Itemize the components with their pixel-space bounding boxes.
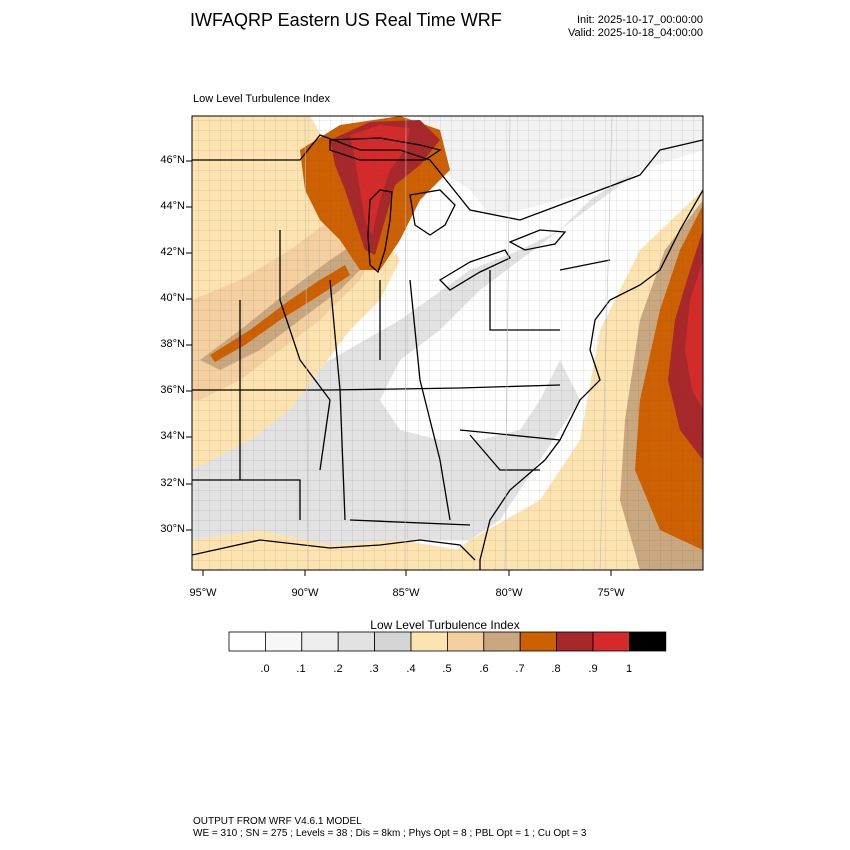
lat-label-32: 32°N	[160, 477, 185, 489]
map-field	[192, 116, 703, 570]
lon-label-75: 75°W	[597, 587, 625, 599]
lat-label-34: 34°N	[160, 430, 185, 442]
colorbar-tick-9: .9	[588, 663, 598, 675]
colorbar-box-0	[228, 631, 266, 652]
colorbar-box-9	[556, 631, 594, 652]
colorbar-tick-5: .5	[442, 663, 452, 675]
colorbar-box-1	[264, 631, 303, 652]
colorbar-box-7	[483, 631, 521, 652]
lat-label-30: 30°N	[160, 523, 185, 535]
colorbar-tick-7: .7	[515, 663, 525, 675]
colorbar-tick-4: .4	[406, 663, 416, 675]
colorbar-box-4	[374, 631, 412, 652]
lake-ontario-outline	[508, 229, 567, 251]
lat-label-40: 40°N	[160, 292, 185, 304]
graticule	[304, 116, 613, 570]
gulf-coastline	[192, 539, 476, 561]
lat-label-44: 44°N	[160, 200, 185, 212]
footer-line-1: OUTPUT FROM WRF V4.6.1 MODEL	[193, 816, 362, 827]
lake-huron-outline	[409, 189, 456, 236]
footer: OUTPUT FROM WRF V4.6.1 MODEL WE = 310 ; …	[193, 816, 586, 840]
colorbar-tick-3: .3	[369, 663, 379, 675]
lon-label-85: 85°W	[392, 587, 420, 599]
map-frame	[191, 115, 704, 571]
lat-label-42: 42°N	[160, 246, 185, 258]
colorbar-tick-6: .6	[479, 663, 489, 675]
init-time: Init: 2025-10-17_00:00:00	[577, 14, 703, 26]
init-valid-block: Init: 2025-10-17_00:00:00 Valid: 2025-10…	[568, 14, 703, 40]
colorbar-box-10	[592, 631, 630, 652]
lon-label-80: 80°W	[495, 587, 523, 599]
colorbar-box-8	[519, 631, 558, 652]
colorbar-box-6	[446, 631, 485, 652]
colorbar-box-11	[629, 631, 667, 652]
lon-label-90: 90°W	[291, 587, 319, 599]
colorbar-title: Low Level Turbulence Index	[370, 618, 520, 632]
valid-time: Valid: 2025-10-18_04:00:00	[568, 27, 703, 39]
lat-label-38: 38°N	[160, 338, 185, 350]
lon-label-95: 95°W	[189, 587, 217, 599]
colorbar-tick-0: .0	[260, 663, 270, 675]
colorbar	[228, 631, 667, 652]
lat-label-46: 46°N	[160, 154, 185, 166]
lat-label-36: 36°N	[160, 384, 185, 396]
footer-line-2: WE = 310 ; SN = 275 ; Levels = 38 ; Dis …	[193, 828, 587, 839]
lake-erie-outline	[438, 249, 511, 291]
colorbar-tick-10: 1	[625, 663, 633, 675]
colorbar-box-2	[301, 631, 339, 652]
colorbar-tick-1: .1	[296, 663, 306, 675]
lake-superior-outline	[329, 137, 442, 161]
east-coastline	[479, 189, 703, 570]
canada-border	[192, 134, 703, 221]
county-lines	[192, 116, 703, 570]
colorbar-tick-2: .2	[333, 663, 343, 675]
panel-title: Low Level Turbulence Index	[193, 93, 330, 105]
state-borders	[192, 230, 611, 526]
lake-michigan-outline	[367, 189, 393, 274]
colorbar-box-3	[337, 631, 376, 652]
colorbar-box-5	[410, 631, 448, 652]
axis-ticks	[186, 160, 612, 576]
colorbar-tick-8: .8	[551, 663, 561, 675]
main-title: IWFAQRP Eastern US Real Time WRF	[190, 10, 502, 30]
